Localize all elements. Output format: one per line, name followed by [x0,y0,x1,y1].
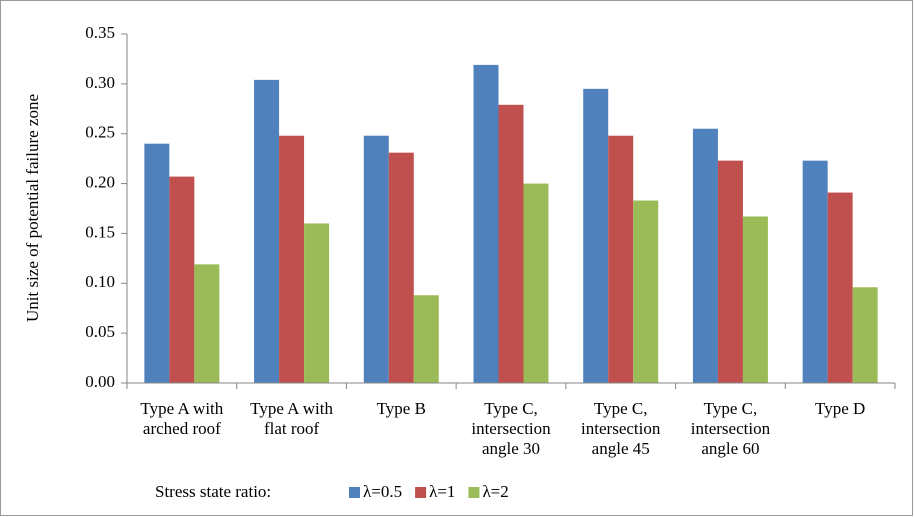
x-tick-label: Type A with arched roof [140,399,223,438]
bar [388,152,414,383]
x-tick-label: Type C, intersection angle 30 [471,399,551,458]
y-axis-label: Unit size of potential failure zone [23,94,42,322]
x-tick-label-line: flat roof [264,419,320,438]
x-tick-label: Type D [815,399,865,418]
x-tick-label-line: Type D [815,399,865,418]
bar [169,176,195,383]
bar [692,128,718,383]
y-tick-label: 0.35 [85,23,115,42]
bar [194,264,220,383]
legend-swatch [468,487,480,498]
x-tick-label-line: Type C, [594,399,648,418]
bar [144,143,170,383]
bar [742,216,768,383]
x-tick-label-line: arched roof [143,419,221,438]
bar [523,183,549,383]
y-tick-label: 0.30 [85,73,115,92]
x-tick-label-line: angle 45 [592,439,650,458]
y-tick-label: 0.25 [85,123,115,142]
bar [304,223,330,383]
bar [254,79,280,384]
legend-label: λ=0.5 [363,482,402,501]
bar [852,287,878,383]
x-tick-label: Type C, intersection angle 45 [581,399,661,458]
x-tick-label-line: Type B [377,399,426,418]
bar [413,295,439,383]
bar [363,135,389,383]
x-tick-label-line: Type C, [484,399,538,418]
bar [633,200,659,383]
x-tick-label: Type A with flat roof [250,399,333,438]
x-tick-label-line: intersection [581,419,661,438]
legend-swatch [349,487,360,498]
x-tick-label-line: Type C, [704,399,758,418]
x-tick-label-line: angle 60 [701,439,759,458]
bar [583,88,609,383]
bar [802,160,828,383]
legend-title: Stress state ratio: [155,482,271,501]
x-tick-label: Type C, intersection angle 60 [691,399,771,458]
y-tick-label: 0.05 [85,322,115,341]
bar [608,135,634,383]
legend-swatch [415,487,427,498]
bar [717,160,743,383]
bar [827,192,853,383]
legend-label: λ=1 [429,482,455,501]
x-tick-label-line: intersection [471,419,551,438]
x-tick-label-line: intersection [691,419,771,438]
y-tick-label: 0.00 [85,372,115,391]
x-tick-label-line: angle 30 [482,439,540,458]
legend-label: λ=2 [482,482,508,501]
bar [473,64,499,383]
x-tick-label-line: Type A with [250,399,333,418]
x-tick-label: Type B [377,399,426,418]
bar [279,135,305,383]
y-tick-label: 0.10 [85,272,115,291]
y-tick-label: 0.20 [85,172,115,191]
bar [498,104,524,383]
x-tick-label-line: Type A with [140,399,223,418]
y-tick-label: 0.15 [85,222,115,241]
